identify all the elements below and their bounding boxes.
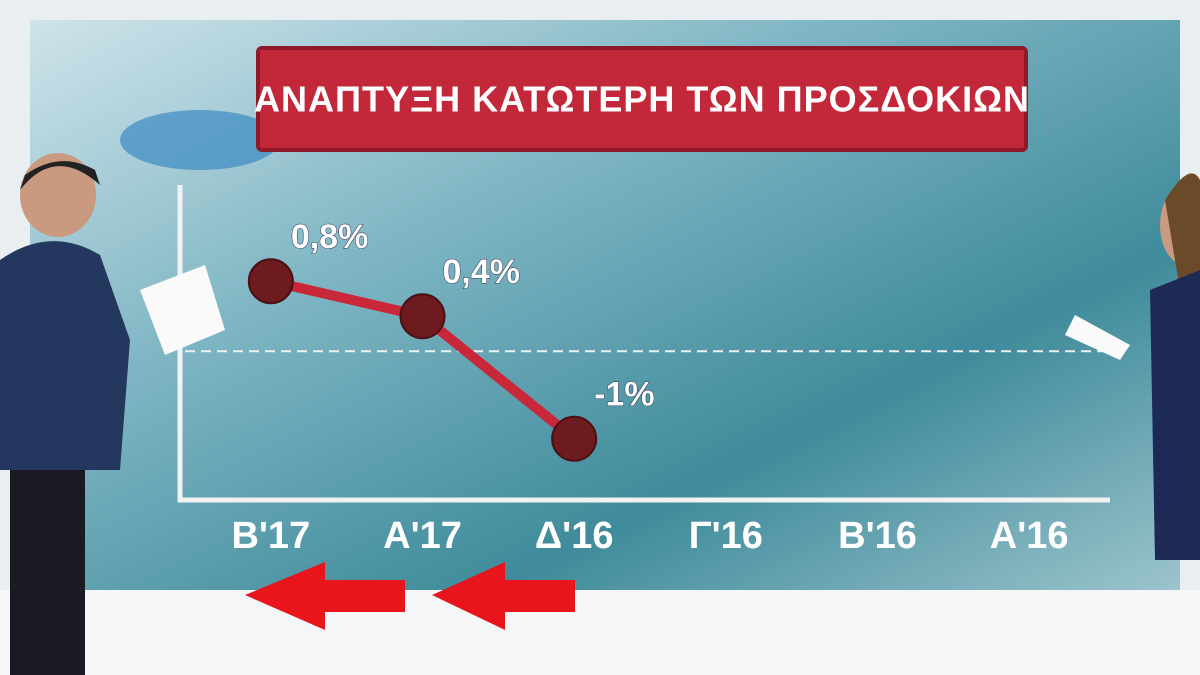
data-label: 0,8%: [291, 218, 369, 256]
x-tick-label: Α'16: [990, 515, 1069, 557]
blur: [120, 110, 280, 170]
arrow: [432, 562, 575, 630]
x-tick-label: Γ'16: [689, 515, 763, 557]
title-box: [256, 46, 1028, 152]
point: [551, 415, 598, 462]
data-label: 0,4%: [443, 253, 521, 291]
chart-title: ΑΝΑΠΤΥΞΗ ΚΑΤΩΤΕΡΗ ΤΩΝ ΠΡΟΣΔΟΚΙΩΝ: [254, 79, 1030, 120]
x-tick-label: Δ'16: [535, 515, 614, 557]
presenter-right: [1065, 173, 1200, 560]
presenter-left: [0, 153, 225, 675]
x-tick-label: Α'17: [383, 515, 462, 557]
x-tick-label: Β'16: [838, 515, 917, 557]
x-tick-label: Β'17: [231, 515, 310, 557]
floor: [0, 590, 1200, 675]
point: [399, 293, 446, 340]
point: [247, 258, 294, 305]
arrow: [245, 562, 405, 630]
data-label: -1%: [594, 376, 654, 414]
